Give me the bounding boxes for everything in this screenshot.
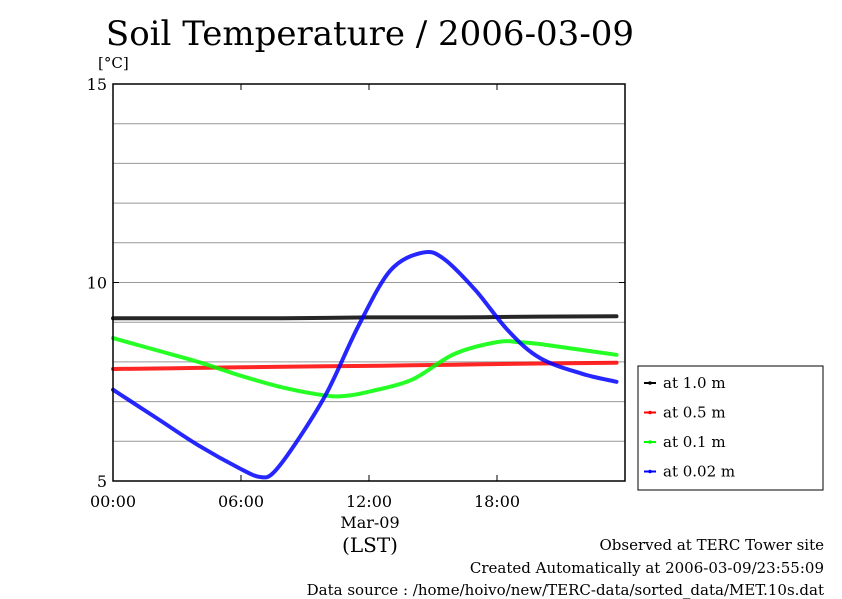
legend-entry-label: at 1.0 m <box>663 374 726 392</box>
series-line-at-0-02-m <box>111 249 619 480</box>
legend-entry-label: at 0.5 m <box>663 404 726 422</box>
chart-title: Soil Temperature / 2006-03-09 <box>105 14 635 54</box>
x-axis-ticks: 00:00 06:00 12:00 18:00 <box>90 84 520 511</box>
y-axis-unit-label: [°C] <box>98 54 129 72</box>
x-tick-label: 12:00 <box>346 492 392 511</box>
footer-created-line: Created Automatically at 2006-03-09/23:5… <box>469 559 824 577</box>
y-tick-label: 5 <box>97 472 107 491</box>
x-tick-label: 18:00 <box>474 492 520 511</box>
series-line-at-0-5-m <box>111 360 619 371</box>
legend-entry-label: at 0.1 m <box>663 433 726 451</box>
x-axis-timezone-label: (LST) <box>342 533 398 557</box>
y-axis-ticks: 5 10 15 <box>87 75 625 491</box>
data-series <box>111 249 619 480</box>
x-tick-label: 00:00 <box>90 492 136 511</box>
legend-marker <box>648 381 652 385</box>
legend-marker <box>648 410 652 415</box>
footer-source-line: Data source : /home/hoivo/new/TERC-data/… <box>306 581 824 599</box>
legend-entry-label: at 0.02 m <box>663 463 735 481</box>
legend-marker <box>648 469 652 474</box>
legend-box <box>637 365 824 491</box>
grid-lines <box>113 123 625 442</box>
x-tick-label: 06:00 <box>218 492 264 511</box>
series-line-at-0-1-m <box>111 336 619 399</box>
footer-site-line: Observed at TERC Tower site <box>599 536 824 554</box>
x-axis-date-label: Mar-09 <box>340 513 399 532</box>
legend-marker <box>648 440 652 444</box>
y-tick-label: 10 <box>87 274 107 293</box>
legend: at 1.0 m at 0.5 m at 0.1 m at 0.02 m <box>637 365 824 491</box>
y-tick-label: 15 <box>87 75 107 94</box>
series-line-at-1-0-m <box>111 314 619 321</box>
